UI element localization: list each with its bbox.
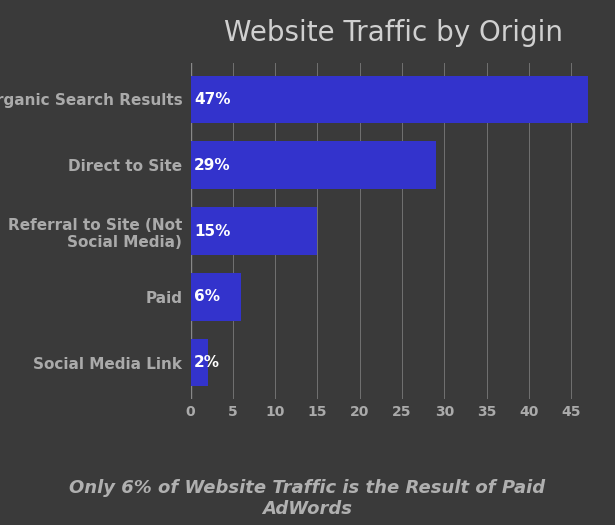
Text: Only 6% of Website Traffic is the Result of Paid
AdWords: Only 6% of Website Traffic is the Result… — [69, 479, 546, 518]
Text: 29%: 29% — [194, 158, 231, 173]
Bar — [191, 273, 241, 321]
Bar — [191, 339, 208, 386]
Text: 6%: 6% — [194, 289, 220, 304]
Bar — [191, 141, 436, 189]
Text: 15%: 15% — [194, 224, 231, 238]
Title: Website Traffic by Origin: Website Traffic by Origin — [224, 19, 563, 47]
Bar — [191, 207, 317, 255]
Text: 47%: 47% — [194, 92, 231, 107]
Text: 2%: 2% — [194, 355, 220, 370]
Bar — [191, 76, 588, 123]
